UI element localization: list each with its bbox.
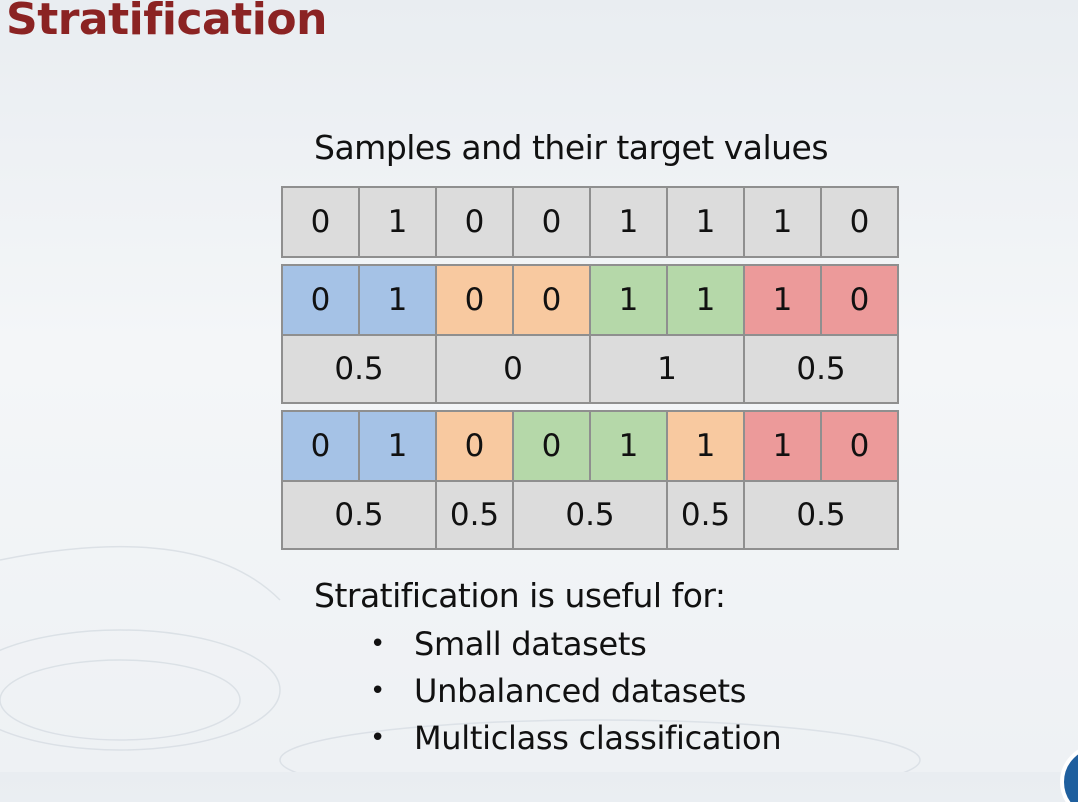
split-2-sample-cell: 1	[589, 410, 668, 482]
split-2-table: 0 1 0 0 1 1 1 0 0.5 0.5 0.5 0.5 0.5	[281, 410, 899, 550]
original-sample-cell: 0	[435, 186, 514, 258]
bullet-icon: •	[370, 628, 386, 659]
split-2-mean-cell: 0.5	[743, 480, 899, 550]
original-sample-cell: 1	[358, 186, 437, 258]
split-1-mean-cell: 0	[435, 334, 591, 404]
original-sample-cell: 0	[512, 186, 591, 258]
background-decoration	[0, 545, 921, 772]
split-1-sample-cell: 1	[358, 264, 437, 336]
bullet-icon: •	[370, 675, 386, 706]
split-1-mean-cell: 0.5	[281, 334, 437, 404]
split-2-mean-cell: 0.5	[666, 480, 745, 550]
split-1-sample-cell: 1	[666, 264, 745, 336]
original-sample-cell: 0	[820, 186, 899, 258]
bullet-icon: •	[370, 722, 386, 753]
split-2-mean-row: 0.5 0.5 0.5 0.5 0.5	[281, 480, 899, 550]
notes-heading: Stratification is useful for:	[314, 576, 726, 615]
diagram-subtitle: Samples and their target values	[314, 128, 829, 167]
split-1-mean-cell: 0.5	[743, 334, 899, 404]
split-2-mean-cell: 0.5	[435, 480, 514, 550]
split-2-mean-cell: 0.5	[512, 480, 668, 550]
split-2-sample-cell: 0	[512, 410, 591, 482]
list-item: • Multiclass classification	[370, 714, 782, 761]
split-1-sample-cell: 0	[820, 264, 899, 336]
slide-title: Stratification	[6, 0, 327, 45]
split-1-mean-row: 0.5 0 1 0.5	[281, 334, 899, 404]
split-2-sample-cell: 1	[666, 410, 745, 482]
split-1-sample-cell: 1	[743, 264, 822, 336]
split-2-sample-cell: 0	[281, 410, 360, 482]
split-2-sample-cell: 0	[820, 410, 899, 482]
split-2-mean-cell: 0.5	[281, 480, 437, 550]
list-item-label: Unbalanced datasets	[414, 671, 747, 710]
split-1-sample-cell: 1	[589, 264, 668, 336]
split-1-mean-cell: 1	[589, 334, 745, 404]
original-sample-cell: 1	[666, 186, 745, 258]
original-sample-cell: 1	[589, 186, 668, 258]
list-item: • Small datasets	[370, 620, 781, 667]
split-1-sample-cell: 0	[435, 264, 514, 336]
logo-icon	[1060, 749, 1078, 802]
split-1-sample-cell: 0	[512, 264, 591, 336]
split-1-table: 0 1 0 0 1 1 1 0 0.5 0 1 0.5	[281, 264, 899, 404]
split-2-sample-cell: 1	[358, 410, 437, 482]
original-sample-cell: 1	[743, 186, 822, 258]
list-item-label: Small datasets	[414, 624, 647, 663]
split-2-sample-cell: 0	[435, 410, 514, 482]
split-2-sample-cell: 1	[743, 410, 822, 482]
split-1-sample-cell: 0	[281, 264, 360, 336]
original-sample-cell: 0	[281, 186, 360, 258]
list-item-label: Multiclass classification	[414, 718, 782, 757]
list-item: • Unbalanced datasets	[370, 667, 781, 714]
use-case-list: • Small datasets • Unbalanced datasets • Mu…	[370, 620, 782, 761]
